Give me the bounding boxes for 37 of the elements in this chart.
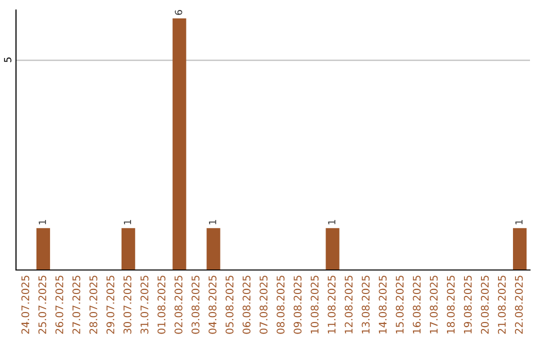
x-tick-label: 07.08.2025	[260, 276, 268, 334]
x-tick-label: 05.08.2025	[226, 276, 234, 334]
data-label: 6	[174, 10, 182, 15]
x-tick-label: 02.08.2025	[174, 276, 182, 334]
data-label: 1	[328, 220, 336, 224]
x-tick-label: 26.07.2025	[55, 276, 64, 334]
x-tick-label: 08.08.2025	[276, 276, 285, 334]
x-tick-label: 09.08.2025	[294, 276, 302, 334]
x-tick-label: 15.08.2025	[396, 276, 404, 334]
data-label: 1	[209, 220, 216, 224]
x-tick-label: 18.08.2025	[446, 276, 455, 334]
x-tick-label: 13.08.2025	[362, 276, 370, 334]
x-tick-label: 10.08.2025	[310, 276, 319, 334]
x-tick-label: 16.08.2025	[412, 276, 421, 334]
data-label: 1	[515, 220, 522, 224]
x-tick-label: 28.07.2025	[89, 276, 98, 334]
x-tick-label: 31.07.2025	[140, 276, 148, 334]
data-label: 1	[124, 220, 132, 224]
x-tick-label: 11.08.2025	[328, 276, 336, 334]
x-tick-label: 29.07.2025	[106, 276, 114, 334]
x-tick-label: 03.08.2025	[192, 276, 200, 334]
x-tick-label: 27.07.2025	[72, 276, 80, 334]
x-tick-label: 12.08.2025	[344, 276, 353, 334]
x-tick-label: 04.08.2025	[208, 276, 216, 334]
x-tick-label: 20.08.2025	[480, 276, 489, 334]
x-tick-label: 01.08.2025	[158, 276, 166, 334]
x-tick-label: 21.08.2025	[498, 276, 506, 334]
x-tick-label: 17.08.2025	[430, 276, 438, 334]
x-tick-label: 14.08.2025	[378, 276, 387, 334]
data-label: 1	[38, 220, 46, 224]
x-tick-label: 06.08.2025	[242, 276, 250, 334]
x-tick-label: 19.08.2025	[464, 276, 472, 334]
x-tick-label: 25.07.2025	[38, 276, 46, 334]
x-tick-label: 30.07.2025	[123, 276, 132, 334]
x-tick-label: 22.08.2025	[514, 276, 523, 334]
y-tick-label: 5	[4, 57, 12, 62]
x-tick-label: 24.07.2025	[21, 276, 30, 334]
